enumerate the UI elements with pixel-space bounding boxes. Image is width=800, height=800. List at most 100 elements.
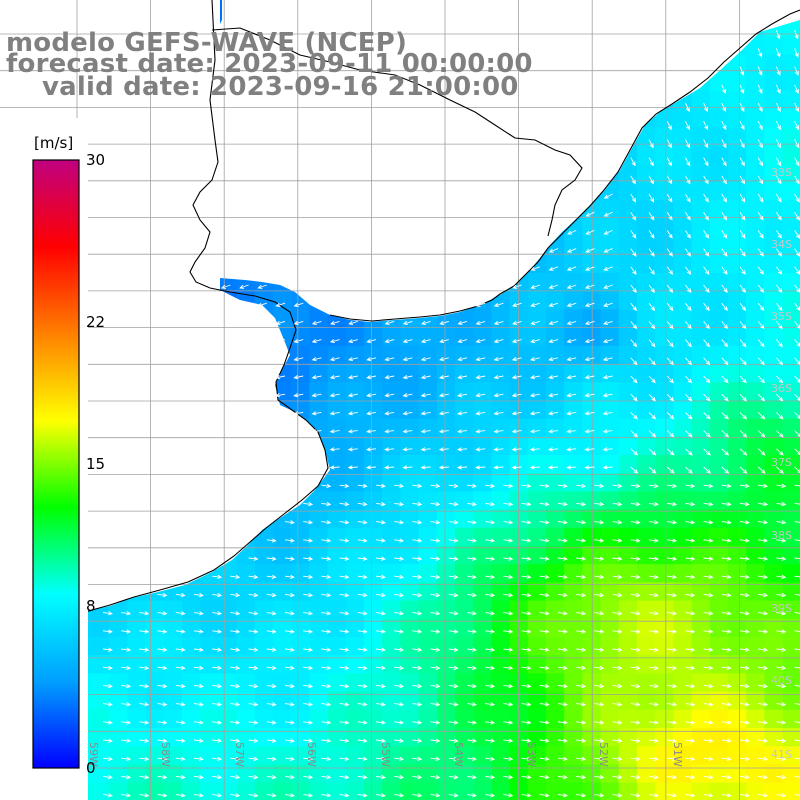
wind-arrow — [776, 702, 787, 707]
wind-cell — [473, 564, 492, 583]
wind-arrow — [603, 248, 613, 253]
colorbar-tick-label: 8 — [86, 597, 96, 615]
wind-cell — [327, 709, 347, 729]
longitude-label: 53W — [525, 742, 538, 767]
wind-cell — [491, 582, 511, 602]
wind-cell — [673, 145, 693, 165]
wind-arrow — [757, 466, 766, 474]
wind-arrow — [739, 157, 745, 167]
wind-arrow — [739, 412, 748, 420]
wind-arrow — [794, 666, 800, 671]
wind-arrow — [139, 647, 150, 652]
wind-cell — [691, 600, 711, 620]
wind-arrow — [530, 284, 540, 289]
wind-cell — [218, 691, 238, 711]
wind-cell — [345, 364, 365, 383]
wind-cell — [600, 218, 620, 238]
wind-cell — [345, 400, 365, 420]
wind-arrow — [448, 520, 459, 525]
wind-arrow — [375, 720, 386, 725]
wind-cell — [673, 618, 693, 638]
wind-arrow — [457, 375, 468, 380]
wind-cell — [746, 600, 765, 620]
wind-cell — [455, 509, 474, 529]
wind-cell — [127, 782, 147, 800]
wind-cell — [709, 655, 729, 674]
wind-arrow — [630, 393, 638, 402]
wind-cell — [473, 637, 492, 656]
wind-arrow — [485, 702, 496, 707]
wind-arrow — [594, 538, 605, 543]
wind-arrow — [266, 647, 277, 652]
wind-cell — [564, 382, 583, 401]
wind-cell — [455, 655, 474, 674]
wind-cell — [746, 273, 765, 292]
wind-cell — [455, 473, 474, 492]
wind-arrow — [339, 556, 350, 561]
wind-arrow — [612, 592, 623, 598]
wind-cell — [709, 546, 729, 565]
wind-cell — [200, 764, 219, 784]
wind-arrow — [394, 738, 405, 743]
wind-cell — [637, 145, 656, 165]
wind-cell — [728, 200, 747, 219]
wind-cell — [509, 327, 529, 347]
wind-arrow — [193, 592, 204, 598]
wind-arrow — [121, 629, 132, 634]
wind-arrow — [576, 611, 587, 616]
wind-cell — [455, 546, 474, 565]
wind-arrow — [703, 774, 714, 780]
wind-arrow — [521, 483, 532, 489]
wind-arrow — [329, 356, 340, 362]
wind-arrow — [321, 793, 332, 798]
wind-cell — [200, 637, 219, 656]
wind-arrow — [485, 574, 496, 580]
wind-arrow — [212, 611, 223, 616]
wind-cell — [418, 764, 438, 784]
wind-cell — [709, 582, 729, 602]
wind-cell — [91, 655, 110, 674]
wind-cell — [546, 509, 565, 529]
wind-arrow — [703, 339, 711, 348]
wind-cell — [691, 200, 711, 219]
wind-arrow — [412, 520, 423, 525]
wind-arrow — [529, 429, 540, 434]
wind-arrow — [412, 538, 423, 543]
wind-cell — [564, 436, 583, 456]
wind-arrow — [230, 592, 241, 598]
wind-cell — [564, 655, 583, 674]
wind-arrow — [511, 447, 522, 452]
wind-cell — [218, 782, 238, 800]
wind-cell — [709, 527, 729, 547]
wind-arrow — [366, 338, 377, 344]
wind-cell — [655, 491, 674, 511]
wind-arrow — [412, 574, 423, 580]
wind-arrow — [648, 720, 659, 725]
wind-arrow — [721, 702, 732, 707]
wind-cell — [182, 673, 201, 693]
wind-cell — [400, 655, 420, 674]
wind-cell — [764, 618, 784, 638]
wind-cell — [527, 546, 547, 565]
wind-arrow — [685, 574, 696, 580]
wind-arrow — [776, 466, 784, 474]
wind-arrow — [321, 520, 332, 525]
wind-arrow — [721, 538, 732, 543]
wind-cell — [600, 382, 620, 401]
wind-cell — [527, 455, 547, 474]
wind-cell — [309, 637, 329, 656]
wind-arrow — [794, 284, 800, 293]
wind-arrow — [666, 139, 672, 149]
wind-cell — [364, 673, 383, 693]
wind-cell — [491, 455, 511, 474]
wind-arrow — [648, 193, 655, 203]
wind-cell — [400, 546, 420, 565]
wind-cell — [764, 163, 784, 183]
wind-arrow — [230, 738, 241, 743]
wind-cell — [109, 782, 128, 800]
wind-arrow — [212, 756, 223, 762]
wind-arrow — [548, 429, 559, 434]
wind-arrow — [139, 756, 150, 762]
wind-cell — [764, 782, 784, 800]
wind-arrow — [394, 574, 405, 580]
